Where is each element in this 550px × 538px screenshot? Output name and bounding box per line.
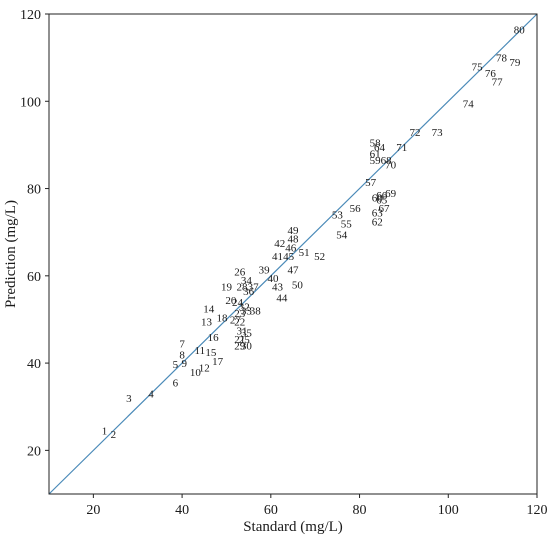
data-point-56: 56 [350, 203, 362, 215]
data-point-36: 36 [243, 286, 255, 298]
data-point-65: 65 [376, 194, 388, 206]
data-point-72: 72 [410, 127, 421, 139]
y-tick-label: 120 [20, 8, 41, 23]
y-axis-title: Prediction (mg/L) [3, 200, 19, 308]
data-point-38: 38 [250, 306, 262, 318]
data-point-30: 30 [241, 341, 253, 353]
data-point-11: 11 [195, 345, 206, 357]
data-point-20: 20 [225, 295, 237, 307]
x-tick-label: 100 [438, 503, 459, 518]
data-point-66: 66 [376, 190, 388, 202]
x-tick-label: 40 [175, 503, 189, 518]
data-point-31: 31 [236, 325, 247, 337]
data-point-12: 12 [199, 362, 210, 374]
data-point-7: 7 [179, 338, 185, 350]
data-point-42: 42 [274, 238, 285, 250]
data-point-40: 40 [268, 273, 280, 285]
data-point-17: 17 [212, 356, 224, 368]
data-point-55: 55 [341, 218, 353, 230]
reference-line [48, 13, 538, 495]
y-tick-label: 100 [20, 95, 41, 110]
data-point-25: 25 [239, 334, 251, 346]
data-point-51: 51 [299, 247, 310, 259]
data-point-33: 33 [241, 306, 253, 318]
data-point-77: 77 [492, 77, 504, 89]
data-point-3: 3 [126, 393, 132, 405]
data-point-53: 53 [332, 210, 344, 222]
data-point-76: 76 [485, 68, 497, 80]
x-axis-title: Standard (mg/L) [243, 519, 343, 535]
y-tick-label: 40 [27, 357, 41, 372]
data-point-14: 14 [203, 304, 215, 316]
data-point-22: 22 [234, 317, 245, 329]
data-point-61: 61 [370, 149, 381, 161]
data-point-45: 45 [283, 251, 295, 263]
data-point-78: 78 [496, 53, 508, 65]
data-point-41: 41 [272, 251, 283, 263]
data-point-26: 26 [234, 266, 246, 278]
data-point-4: 4 [148, 389, 154, 401]
data-point-59: 59 [370, 155, 382, 167]
data-point-58: 58 [370, 138, 382, 150]
data-point-5: 5 [173, 359, 179, 371]
data-point-60: 60 [372, 192, 384, 204]
data-point-43: 43 [272, 282, 284, 294]
data-point-9: 9 [182, 358, 188, 370]
data-point-74: 74 [463, 98, 475, 110]
data-point-35: 35 [241, 328, 253, 340]
y-tick-label: 80 [27, 183, 41, 198]
data-point-23: 23 [234, 308, 246, 320]
data-point-10: 10 [190, 367, 202, 379]
data-point-13: 13 [201, 317, 213, 329]
data-point-67: 67 [378, 203, 390, 215]
data-point-6: 6 [173, 378, 179, 390]
data-point-63: 63 [372, 208, 384, 220]
data-point-8: 8 [179, 349, 185, 361]
data-point-27: 27 [230, 314, 242, 326]
data-point-75: 75 [472, 61, 484, 73]
data-point-71: 71 [396, 142, 407, 154]
data-point-39: 39 [259, 264, 271, 276]
x-tick-label: 60 [264, 503, 278, 518]
data-point-2: 2 [111, 429, 117, 441]
data-point-54: 54 [336, 229, 348, 241]
data-point-32: 32 [239, 301, 250, 313]
data-point-34: 34 [241, 275, 253, 287]
data-point-80: 80 [514, 24, 526, 36]
x-tick-label: 20 [86, 503, 100, 518]
data-point-28: 28 [236, 282, 248, 294]
data-point-62: 62 [372, 216, 383, 228]
data-point-44: 44 [276, 293, 288, 305]
data-point-79: 79 [509, 57, 521, 69]
data-point-64: 64 [374, 142, 386, 154]
data-point-50: 50 [292, 280, 304, 292]
x-tick-label: 80 [353, 503, 367, 518]
data-point-21: 21 [234, 334, 245, 346]
data-point-70: 70 [385, 160, 397, 172]
data-point-49: 49 [288, 225, 300, 237]
data-point-15: 15 [205, 347, 217, 359]
data-point-18: 18 [217, 312, 229, 324]
data-point-48: 48 [288, 234, 300, 246]
point-labels: 1 23 4567891011121314151617181920212223242… [102, 24, 526, 441]
data-point-46: 46 [285, 242, 297, 254]
data-point-37: 37 [248, 282, 260, 294]
x-tick-label: 120 [527, 503, 548, 518]
data-point-69: 69 [385, 188, 397, 200]
data-point-16: 16 [208, 332, 220, 344]
data-point-68: 68 [381, 155, 393, 167]
data-point-47: 47 [288, 264, 300, 276]
plot-frame [48, 13, 538, 495]
data-point-57: 57 [365, 177, 377, 189]
y-tick-label: 20 [27, 444, 41, 459]
data-point-24: 24 [232, 297, 244, 309]
data-point-29: 29 [234, 341, 246, 353]
data-point-1: 1 [102, 426, 108, 438]
data-point-73: 73 [432, 127, 444, 139]
data-point-52: 52 [314, 251, 325, 263]
y-tick-label: 60 [27, 270, 41, 285]
data-point-19: 19 [221, 282, 233, 294]
